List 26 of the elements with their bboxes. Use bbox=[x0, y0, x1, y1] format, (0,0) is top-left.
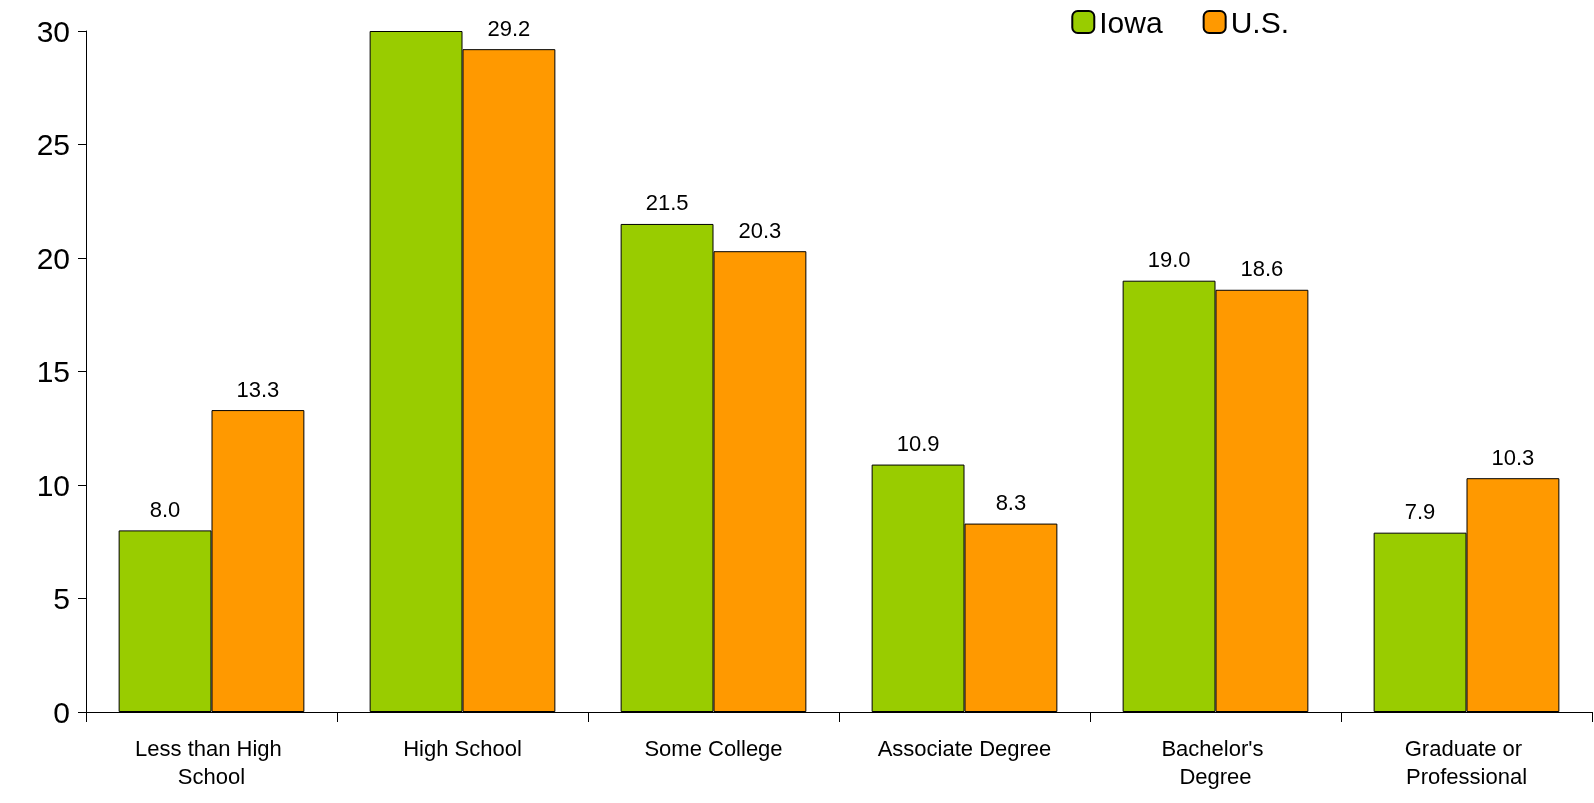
data-label: 20.3 bbox=[738, 217, 782, 243]
x-tick-label: Less than High School bbox=[135, 735, 288, 789]
y-tick-label: 0 bbox=[53, 695, 70, 729]
y-tick-label: 25 bbox=[36, 128, 70, 161]
y-tick-label: 30 bbox=[36, 14, 70, 48]
data-label: 10.3 bbox=[1491, 444, 1535, 470]
x-tick-label: Bachelor's Degree bbox=[1161, 735, 1270, 789]
data-label: 10.9 bbox=[896, 431, 940, 457]
data-label: 21.5 bbox=[645, 190, 689, 216]
data-label: 18.6 bbox=[1240, 256, 1284, 282]
data-label: 8.3 bbox=[995, 490, 1027, 516]
y-tick-label: 20 bbox=[36, 241, 70, 275]
y-tick-label: 10 bbox=[36, 468, 70, 502]
legend-label: Iowa bbox=[1099, 5, 1163, 39]
data-label: 8.0 bbox=[149, 496, 181, 522]
x-tick-label: Some College bbox=[644, 735, 783, 761]
x-tick-label: Graduate or Professional bbox=[1404, 735, 1529, 789]
data-label: 13.3 bbox=[236, 376, 280, 402]
y-tick-label: 5 bbox=[53, 582, 70, 615]
data-label: 19.0 bbox=[1147, 247, 1191, 273]
legend-label: U.S. bbox=[1230, 5, 1290, 39]
y-tick-label: 15 bbox=[36, 355, 70, 388]
data-label: 7.9 bbox=[1404, 499, 1436, 525]
x-tick-label: High School bbox=[403, 735, 522, 761]
data-label: 29.2 bbox=[487, 15, 531, 41]
x-tick-label: Associate Degree bbox=[877, 735, 1052, 761]
